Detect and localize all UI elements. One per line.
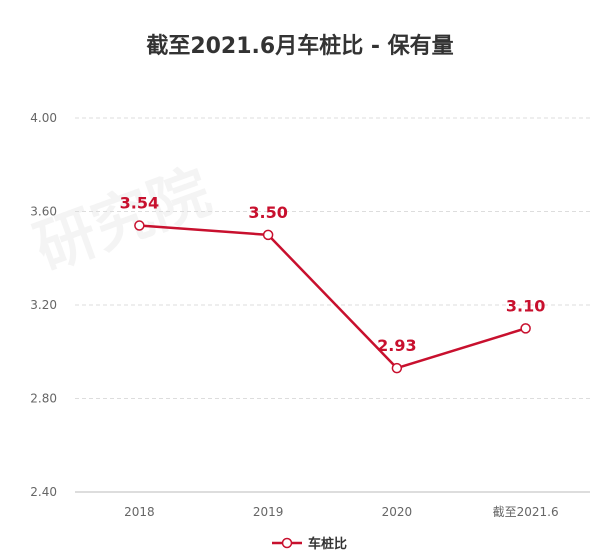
series-line bbox=[139, 224, 526, 370]
watermark: 研究院 bbox=[26, 157, 219, 284]
data-label: 3.54 bbox=[120, 194, 159, 213]
data-point[interactable] bbox=[520, 323, 531, 334]
data-label: 2.93 bbox=[377, 336, 416, 355]
y-tick-label: 3.60 bbox=[30, 205, 57, 219]
x-tick-label: 截至2021.6 bbox=[493, 505, 559, 519]
series-group: 3.54 3.50 2.93 3.10 bbox=[120, 194, 545, 374]
data-label: 3.10 bbox=[506, 296, 545, 315]
y-tick-label: 2.80 bbox=[30, 392, 57, 406]
x-axis-ticks: 2018 2019 2020 截至2021.6 bbox=[124, 505, 559, 519]
chart-title: 截至2021.6月车桩比 - 保有量 bbox=[146, 34, 454, 59]
data-point[interactable] bbox=[391, 362, 403, 374]
y-tick-label: 4.00 bbox=[30, 111, 57, 125]
x-tick-label: 2018 bbox=[124, 505, 155, 519]
grid-lines bbox=[75, 117, 590, 493]
y-axis-ticks: 2.40 2.80 3.20 3.60 4.00 bbox=[30, 111, 57, 499]
y-tick-label: 3.20 bbox=[30, 298, 57, 312]
x-tick-label: 2020 bbox=[382, 505, 413, 519]
data-point[interactable] bbox=[262, 229, 274, 241]
data-point[interactable] bbox=[134, 220, 145, 231]
x-tick-label: 2019 bbox=[253, 505, 284, 519]
legend[interactable]: 车桩比 bbox=[272, 536, 347, 552]
data-label: 3.50 bbox=[248, 203, 287, 222]
legend-point-marker bbox=[281, 537, 293, 549]
legend-label: 车桩比 bbox=[308, 536, 347, 552]
y-tick-label: 2.40 bbox=[30, 485, 57, 499]
